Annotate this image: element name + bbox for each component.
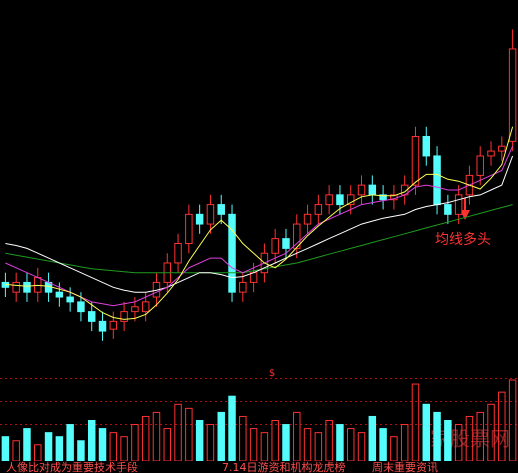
candle-body [77,301,85,313]
candle-body [174,243,182,264]
candle-body [498,145,506,152]
volume-bar [1,436,10,462]
candle-body [444,204,452,215]
candle-body [357,184,366,196]
candle-body [271,238,279,254]
volume-bar [433,411,441,462]
candle-body [109,320,118,330]
candle-body [120,311,128,322]
volume-bar [379,428,387,462]
annotation: 均线多头 [435,231,491,248]
watermark: 家股票网 [430,427,510,451]
news-item[interactable]: 周末重要资讯 [372,460,438,473]
ticker-bar [0,461,518,473]
news-item[interactable]: 7.14日游资和机构龙虎榜 [222,460,346,473]
candle-body [98,320,107,332]
candle-body [325,194,333,206]
marker: $ [269,368,275,379]
candle-body [249,272,258,283]
volume-bar [66,424,74,462]
candle-body [303,213,312,225]
candle-body [23,281,31,293]
volume-bar [195,420,204,462]
volume-bar [23,428,31,462]
candle-body [195,213,204,225]
candle-body [346,194,355,206]
candle-body [185,213,193,245]
candle-body [87,311,96,322]
candle-body [239,281,247,293]
moving-average [5,155,514,293]
candle-body [66,296,74,303]
volume-bar [55,436,64,462]
volume-bar [336,424,344,462]
candle-body [217,204,225,215]
arrow-head [460,210,470,220]
volume-bar [77,440,85,462]
candle-body [228,213,236,293]
moving-average [5,145,514,307]
news-item[interactable]: 人像比对成为重要技术手段 [6,460,138,473]
candle-body [131,306,139,313]
candle-body [293,223,301,249]
candle-body [379,194,387,201]
candle-body [476,155,484,176]
candle-body [206,204,215,225]
candle-body [508,48,517,142]
volume-grid [0,378,518,425]
volume-bar [44,432,53,462]
candle-body [282,238,290,249]
candle-body [433,155,441,206]
volume-bar [87,420,96,462]
volume-bar [422,403,431,462]
candle-body [141,301,150,313]
volume-bar [217,411,225,462]
moving-average [5,126,514,320]
candle-body [454,194,463,215]
candle-body [34,277,42,293]
candle-body [314,204,323,215]
volume-bar [282,424,290,462]
candle-body [487,150,495,157]
candle-body [336,194,344,206]
volume-bar [444,420,452,462]
candle-body [422,135,431,157]
candle-body [411,135,420,186]
volume-bar [368,415,377,462]
candle-body [55,291,64,298]
volume-bar [98,428,107,462]
volume-bar [228,395,236,462]
candle-body [368,184,377,196]
candle-body [12,281,20,293]
